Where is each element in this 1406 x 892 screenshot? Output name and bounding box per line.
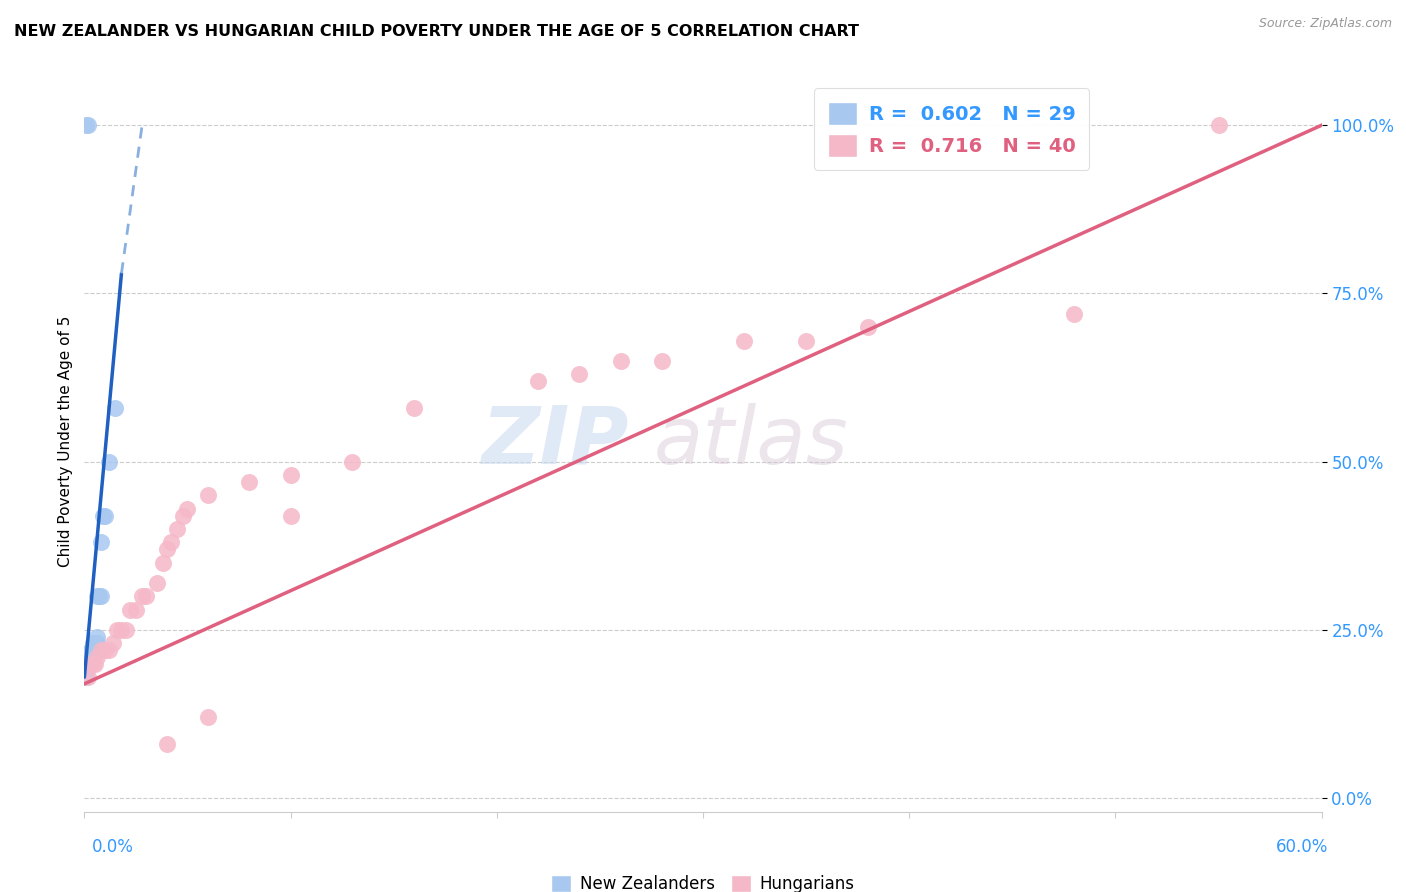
Point (77, 670, 100, 684)
Point (342, 455, 364, 469)
Point (77, 657, 100, 671)
Point (75, 657, 97, 671)
Point (125, 603, 148, 617)
Point (83, 636, 105, 650)
Point (77, 118, 100, 132)
Point (86, 590, 108, 604)
Point (86, 649, 108, 664)
Point (79, 657, 101, 671)
Point (77, 649, 100, 664)
Point (77, 657, 100, 671)
Text: ZIP: ZIP (481, 402, 628, 481)
Point (79, 649, 101, 664)
Point (176, 501, 198, 516)
Point (105, 623, 128, 637)
Point (238, 475, 260, 489)
Text: 0.0%: 0.0% (91, 838, 134, 855)
Point (110, 623, 132, 637)
Point (166, 522, 188, 536)
Point (82, 636, 104, 650)
Point (90, 643, 112, 657)
Point (152, 556, 174, 570)
Point (83, 657, 105, 671)
Point (1063, 307, 1085, 321)
Text: 60.0%: 60.0% (1277, 838, 1329, 855)
Point (79, 643, 101, 657)
Point (197, 488, 219, 502)
Point (90, 590, 112, 604)
Text: atlas: atlas (654, 402, 848, 481)
Legend: New Zealanders, Hungarians: New Zealanders, Hungarians (544, 868, 862, 892)
Point (172, 508, 194, 523)
Point (79, 643, 101, 657)
Point (197, 710, 219, 724)
Point (794, 334, 817, 348)
Point (609, 353, 631, 368)
Point (94, 643, 117, 657)
Text: Source: ZipAtlas.com: Source: ZipAtlas.com (1258, 17, 1392, 29)
Point (83, 643, 105, 657)
Point (404, 401, 426, 415)
Y-axis label: Child Poverty Under the Age of 5: Child Poverty Under the Age of 5 (58, 316, 73, 567)
Text: NEW ZEALANDER VS HUNGARIAN CHILD POVERTY UNDER THE AGE OF 5 CORRELATION CHART: NEW ZEALANDER VS HUNGARIAN CHILD POVERTY… (14, 24, 859, 38)
Point (82, 643, 104, 657)
Point (86, 636, 108, 650)
Point (98, 455, 121, 469)
Point (79, 649, 101, 664)
Point (118, 603, 141, 617)
Point (651, 353, 673, 368)
Point (527, 374, 550, 388)
Point (104, 401, 127, 415)
Point (94, 508, 117, 523)
Point (1208, 118, 1230, 132)
Point (280, 508, 302, 523)
Point (83, 643, 105, 657)
Point (160, 535, 183, 549)
Point (75, 118, 97, 132)
Point (280, 468, 302, 483)
Point (75, 649, 97, 664)
Point (156, 738, 179, 752)
Point (75, 670, 97, 684)
Point (86, 630, 108, 644)
Point (75, 657, 97, 671)
Point (131, 590, 153, 604)
Point (91, 508, 114, 523)
Point (98, 643, 121, 657)
Point (135, 590, 157, 604)
Point (103, 636, 125, 650)
Point (145, 575, 167, 590)
Point (733, 334, 755, 348)
Point (90, 535, 112, 549)
Point (156, 542, 179, 557)
Point (87, 590, 110, 604)
Point (568, 368, 591, 382)
Point (114, 623, 136, 637)
Point (83, 636, 105, 650)
Point (82, 657, 104, 671)
Point (856, 320, 879, 334)
